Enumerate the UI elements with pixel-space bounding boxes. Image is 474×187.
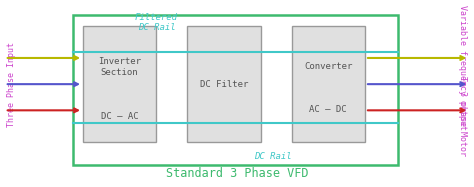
Bar [83,26,156,142]
Text: DC Filter: DC Filter [200,80,248,89]
Bar [292,26,365,142]
Text: AC – DC: AC – DC [310,105,347,114]
Text: Standard 3 Phase VFD: Standard 3 Phase VFD [166,166,308,180]
Bar [187,26,261,142]
Text: To 3 phase Motor: To 3 phase Motor [458,76,466,156]
Text: Three Phase Input: Three Phase Input [8,42,16,127]
Text: DC – AC: DC – AC [101,112,138,121]
Text: Variable frequency output: Variable frequency output [458,5,466,130]
Bar [73,15,398,165]
Text: Filtered
DC Rail: Filtered DC Rail [135,13,178,32]
Text: DC Rail: DC Rail [254,152,292,161]
Text: Inverter
Section: Inverter Section [98,57,141,77]
Text: Converter: Converter [304,62,353,71]
